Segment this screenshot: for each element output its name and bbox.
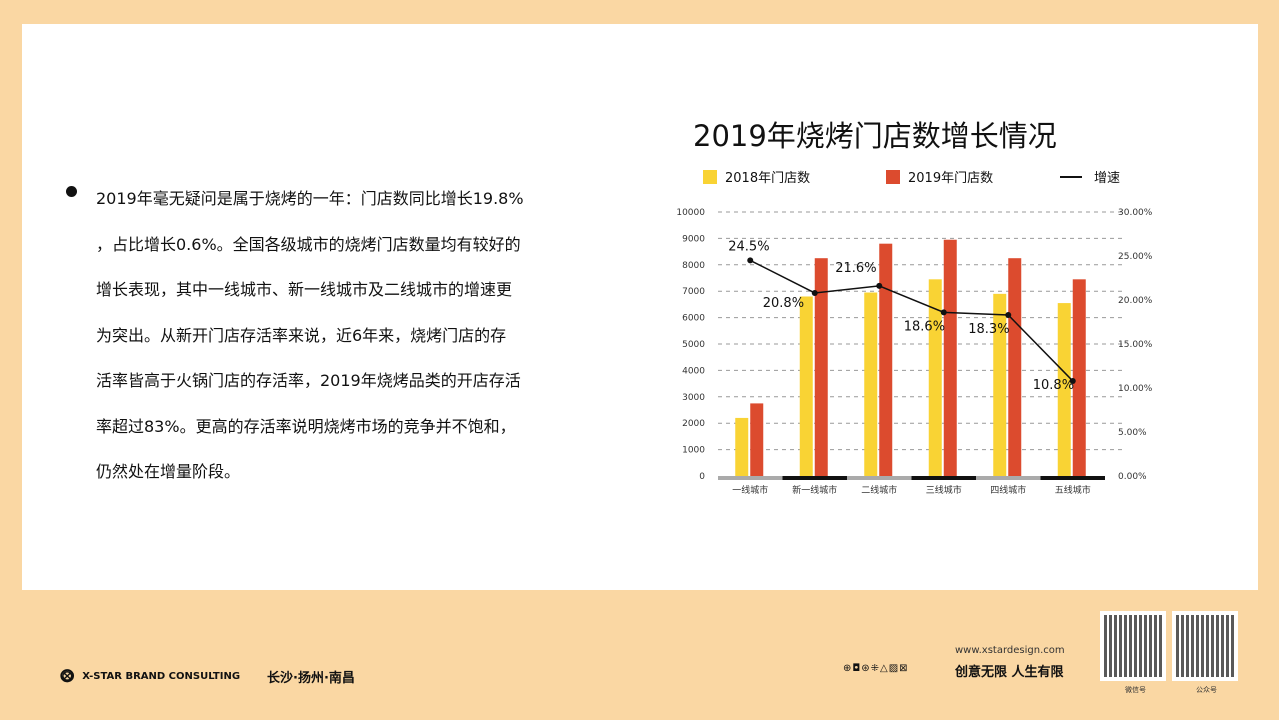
legend-2019: 2019年门店数 (886, 167, 993, 186)
y-tick-left: 9000 (682, 234, 705, 244)
y-tick-left: 10000 (676, 208, 705, 218)
growth-label: 10.8% (1033, 378, 1074, 393)
x-tick-label: 四线城市 (990, 484, 1026, 496)
y-tick-left: 6000 (682, 314, 705, 324)
bar-2019 (1008, 258, 1022, 476)
bar-2019 (1072, 279, 1086, 476)
y-tick-right: 25.00% (1118, 252, 1153, 262)
bar-2019 (814, 258, 828, 476)
brand-name: X-STAR BRAND CONSULTING (82, 671, 241, 682)
bar-2018 (1057, 303, 1071, 476)
x-tick-label: 五线城市 (1055, 484, 1091, 496)
bar-2018 (799, 296, 813, 476)
bar-2018 (928, 279, 942, 476)
growth-point (811, 289, 818, 296)
legend-swatch-2018 (703, 169, 717, 184)
body-line: 2019年毫无疑问是属于烧烤的一年：门店数同比增长19.8% (96, 189, 524, 208)
legend-2018: 2018年门店数 (703, 167, 810, 186)
category-band (976, 476, 1041, 480)
slogan: 创意无限 人生有限 (955, 665, 1064, 680)
growth-label: 21.6% (835, 261, 876, 276)
growth-point (1005, 311, 1012, 318)
y-tick-left: 1000 (682, 446, 705, 456)
y-tick-left: 4000 (682, 366, 705, 376)
body-line: 仍然处在增量阶段。 (96, 462, 241, 481)
bar-2018 (864, 292, 878, 476)
category-band (718, 476, 783, 480)
legend-label: 增速 (1094, 171, 1121, 186)
bar-2019 (879, 243, 893, 476)
qr-label: 微信号 (1125, 686, 1146, 694)
y-tick-left: 3000 (682, 393, 705, 403)
y-tick-right: 30.00% (1118, 208, 1153, 218)
y-tick-left: 2000 (682, 419, 705, 429)
content-card (22, 24, 1258, 590)
bar-2019 (943, 239, 957, 476)
x-tick-label: 二线城市 (861, 484, 897, 496)
bar-2018 (735, 417, 749, 476)
body-line: 率超过83%。更高的存活率说明烧烤市场的竞争并不饱和， (96, 416, 516, 436)
cities: 长沙·扬州·南昌 (267, 671, 355, 686)
legend-line (1060, 175, 1082, 178)
growth-label: 20.8% (763, 296, 804, 311)
y-tick-left: 0 (699, 472, 705, 482)
y-tick-right: 5.00% (1118, 428, 1147, 438)
body-text: 2019年毫无疑问是属于烧烤的一年：门店数同比增长19.8% ，占比增长0.6%… (96, 176, 606, 495)
body-line: 活率皆高于火锅门店的存活率，2019年烧烤品类的开店存活 (96, 371, 521, 390)
legend-label: 2019年门店数 (908, 171, 994, 186)
qr-code-wechat (1100, 611, 1166, 681)
brand-logo: ⨷ X-STAR BRAND CONSULTING (60, 666, 240, 687)
y-tick-right: 20.00% (1118, 296, 1153, 306)
bar-2019 (750, 403, 764, 476)
category-band (1040, 476, 1105, 480)
bar-2018 (993, 293, 1007, 476)
growth-label: 18.6% (904, 319, 945, 334)
bullet-dot (66, 186, 77, 197)
body-line: 为突出。从新开门店存活率来说，近6年来，烧烤门店的存 (96, 325, 507, 345)
qr-label: 公众号 (1196, 686, 1217, 694)
x-tick-label: 三线城市 (926, 484, 962, 496)
y-tick-left: 8000 (682, 261, 705, 271)
growth-line (749, 259, 1074, 382)
body-line: 增长表现，其中一线城市、新一线城市及二线城市的增速更 (96, 280, 513, 299)
logo-icon: ⨷ (60, 666, 75, 687)
qr-code-official (1172, 611, 1238, 681)
x-tick-label: 新一线城市 (792, 484, 837, 496)
growth-point (747, 257, 754, 264)
legend-growth: 增速 (1060, 167, 1120, 186)
growth-point (940, 309, 947, 316)
legend-label: 2018年门店数 (725, 171, 811, 186)
category-band (782, 476, 847, 480)
growth-label: 18.3% (968, 322, 1009, 337)
category-band (911, 476, 976, 480)
chart-title: 2019年烧烤门店数增长情况 (693, 119, 1057, 153)
y-tick-right: 10.00% (1118, 384, 1153, 394)
decor-icons: ⊕◘⊛⁜△▨⊠ (843, 663, 909, 674)
y-tick-right: 0.00% (1118, 472, 1147, 482)
category-band (847, 476, 912, 480)
body-line: ，占比增长0.6%。全国各级城市的烧烤门店数量均有较好的 (96, 234, 521, 254)
x-tick-label: 一线城市 (732, 484, 768, 496)
legend-swatch-2019 (886, 169, 900, 184)
y-tick-left: 7000 (682, 287, 705, 297)
y-tick-left: 5000 (682, 340, 705, 350)
growth-point (1069, 377, 1076, 384)
growth-point (876, 282, 883, 289)
website-link[interactable]: www.xstardesign.com (955, 645, 1065, 656)
y-tick-right: 15.00% (1118, 340, 1153, 350)
growth-label: 24.5% (728, 239, 769, 254)
